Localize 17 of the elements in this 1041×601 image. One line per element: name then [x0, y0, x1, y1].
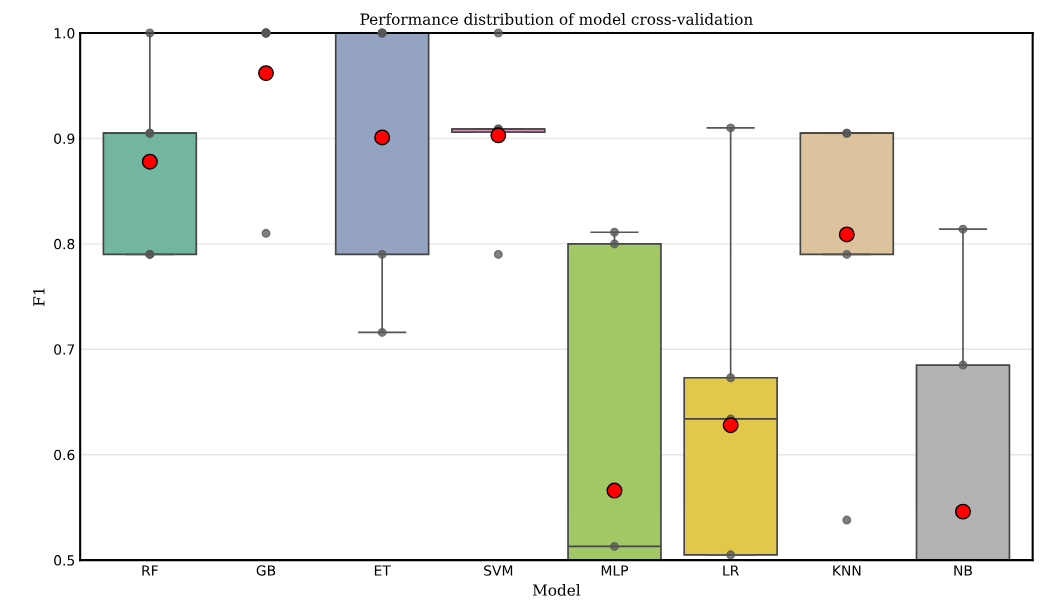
y-tick-label: 0.6: [54, 449, 75, 461]
y-axis-title: F1: [33, 288, 45, 306]
y-tick-label: 0.8: [54, 238, 75, 250]
x-tick-label: ET: [374, 565, 391, 576]
x-tick-label: SVM: [484, 565, 513, 576]
x-tick-label: LR: [723, 565, 739, 576]
y-tick-label: 0.5: [54, 555, 75, 566]
x-axis-title: Model: [532, 583, 581, 596]
chart-title: Performance distribution of model cross-validation: [360, 13, 753, 25]
y-tick-label: 1.0: [54, 28, 75, 39]
y-tick-label: 0.7: [54, 344, 75, 355]
x-tick-label: NB: [954, 565, 972, 576]
x-tick-label: RF: [142, 565, 158, 576]
x-tick-label: KNN: [833, 565, 861, 576]
x-tick-label: MLP: [601, 565, 629, 576]
y-tick-label: 0.9: [54, 133, 75, 144]
x-tick-label: GB: [256, 565, 276, 576]
